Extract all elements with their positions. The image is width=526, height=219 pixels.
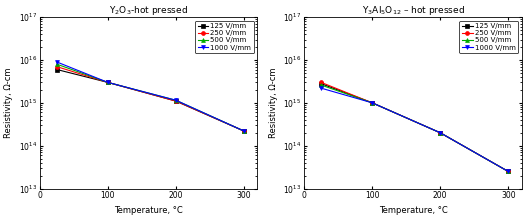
125 V/mm [54, 68, 60, 71]
250 V/mm [54, 65, 60, 68]
125 V/mm [318, 82, 325, 85]
1000 V/mm [318, 87, 325, 90]
125 V/mm [173, 100, 179, 102]
500 V/mm [437, 131, 443, 134]
Title: Y$_3$Al$_5$O$_{12}$ – hot pressed: Y$_3$Al$_5$O$_{12}$ – hot pressed [361, 4, 464, 17]
1000 V/mm [173, 99, 179, 102]
Line: 125 V/mm: 125 V/mm [319, 82, 510, 173]
125 V/mm [437, 131, 443, 134]
500 V/mm [241, 130, 247, 132]
X-axis label: Temperature, °C: Temperature, °C [379, 206, 448, 215]
500 V/mm [54, 63, 60, 65]
125 V/mm [105, 81, 111, 84]
1000 V/mm [241, 130, 247, 132]
1000 V/mm [369, 102, 376, 104]
250 V/mm [369, 102, 376, 104]
Line: 125 V/mm: 125 V/mm [55, 67, 246, 133]
Title: Y$_2$O$_3$-hot pressed: Y$_2$O$_3$-hot pressed [109, 4, 188, 17]
Legend: 125 V/mm, 250 V/mm, 500 V/mm, 1000 V/mm: 125 V/mm, 250 V/mm, 500 V/mm, 1000 V/mm [459, 21, 518, 53]
Line: 1000 V/mm: 1000 V/mm [319, 86, 510, 173]
Line: 500 V/mm: 500 V/mm [55, 62, 246, 133]
1000 V/mm [105, 81, 111, 84]
250 V/mm [318, 81, 325, 84]
250 V/mm [437, 131, 443, 134]
500 V/mm [505, 170, 511, 173]
125 V/mm [241, 130, 247, 132]
500 V/mm [173, 99, 179, 102]
Legend: 125 V/mm, 250 V/mm, 500 V/mm, 1000 V/mm: 125 V/mm, 250 V/mm, 500 V/mm, 1000 V/mm [195, 21, 254, 53]
1000 V/mm [505, 170, 511, 173]
Line: 1000 V/mm: 1000 V/mm [55, 60, 246, 133]
500 V/mm [105, 81, 111, 84]
Line: 250 V/mm: 250 V/mm [55, 65, 246, 133]
1000 V/mm [54, 61, 60, 63]
125 V/mm [369, 102, 376, 104]
1000 V/mm [437, 131, 443, 134]
Line: 500 V/mm: 500 V/mm [319, 83, 510, 173]
125 V/mm [505, 170, 511, 173]
250 V/mm [505, 170, 511, 173]
Y-axis label: Resistivity, Ω-cm: Resistivity, Ω-cm [269, 68, 278, 138]
X-axis label: Temperature, °C: Temperature, °C [114, 206, 183, 215]
250 V/mm [173, 100, 179, 102]
Y-axis label: Resistivity, Ω-cm: Resistivity, Ω-cm [4, 68, 13, 138]
500 V/mm [369, 102, 376, 104]
Line: 250 V/mm: 250 V/mm [319, 80, 510, 173]
250 V/mm [105, 81, 111, 84]
500 V/mm [318, 84, 325, 86]
250 V/mm [241, 130, 247, 132]
